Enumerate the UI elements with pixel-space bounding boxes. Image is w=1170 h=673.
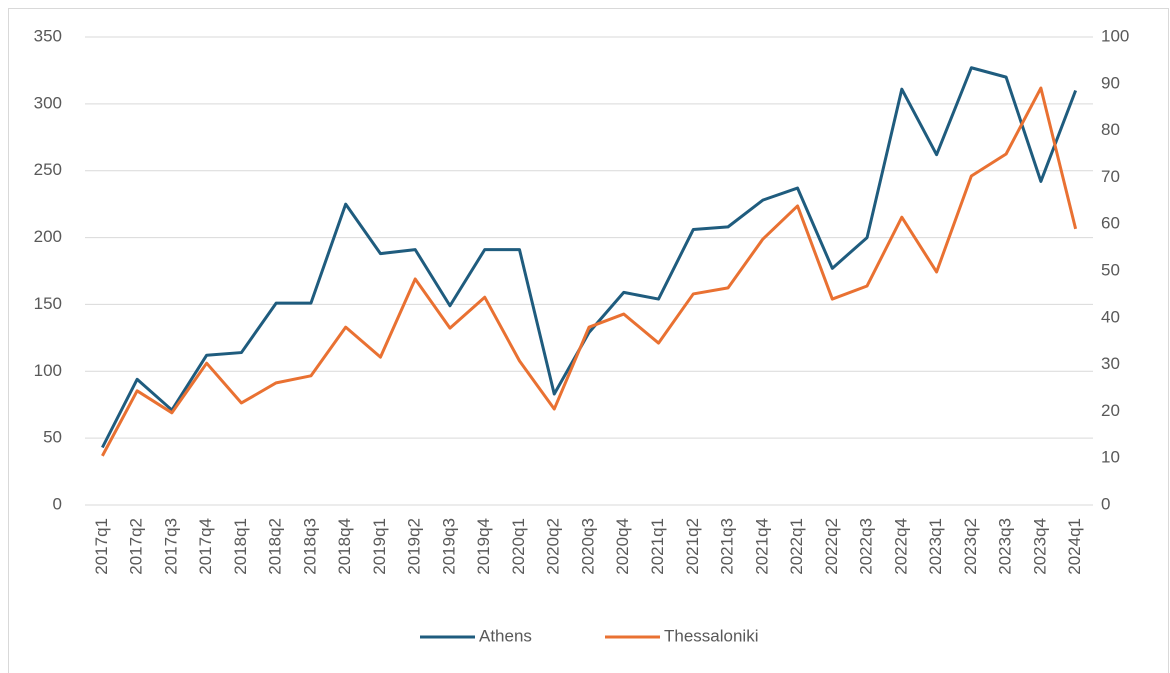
y2-tick-label: 90 xyxy=(1101,73,1120,92)
x-tick-label: 2020q2 xyxy=(544,518,563,575)
x-tick-label: 2024q1 xyxy=(1065,518,1084,575)
chart-border xyxy=(8,8,1169,673)
series-line xyxy=(101,66,1078,449)
x-tick-label: 2022q4 xyxy=(891,518,910,575)
y2-tick-label: 40 xyxy=(1101,307,1120,326)
x-tick-label: 2017q3 xyxy=(161,518,180,575)
x-tick-label: 2018q1 xyxy=(231,518,250,575)
x-tick-label: 2021q4 xyxy=(752,518,771,575)
x-tick-label: 2020q4 xyxy=(613,518,632,575)
y-tick-label: 300 xyxy=(34,93,62,112)
y2-tick-label: 50 xyxy=(1101,260,1120,279)
y-tick-label: 150 xyxy=(34,294,62,313)
x-tick-label: 2018q3 xyxy=(300,518,319,575)
y2-tick-label: 60 xyxy=(1101,214,1120,233)
x-tick-label: 2019q1 xyxy=(370,518,389,575)
x-tick-label: 2017q2 xyxy=(127,518,146,575)
x-tick-label: 2020q1 xyxy=(509,518,528,575)
y-tick-label: 0 xyxy=(53,494,62,513)
x-tick-label: 2018q4 xyxy=(335,518,354,575)
x-tick-label: 2017q4 xyxy=(196,518,215,575)
y-tick-label: 200 xyxy=(34,227,62,246)
x-tick-label: 2022q3 xyxy=(857,518,876,575)
x-tick-label: 2023q3 xyxy=(996,518,1015,575)
x-tick-label: 2018q2 xyxy=(266,518,285,575)
x-tick-label: 2019q3 xyxy=(439,518,458,575)
y2-tick-label: 70 xyxy=(1101,167,1120,186)
series-line xyxy=(101,86,1078,457)
x-tick-label: 2022q1 xyxy=(787,518,806,575)
legend-label: Thessaloniki xyxy=(664,626,759,645)
y-tick-label: 250 xyxy=(34,160,62,179)
y2-tick-label: 100 xyxy=(1101,26,1129,45)
y2-tick-label: 20 xyxy=(1101,401,1120,420)
y2-tick-label: 0 xyxy=(1101,494,1110,513)
x-tick-label: 2021q3 xyxy=(718,518,737,575)
x-tick-label: 2023q2 xyxy=(961,518,980,575)
x-tick-label: 2021q2 xyxy=(683,518,702,575)
x-tick-label: 2022q2 xyxy=(822,518,841,575)
x-tick-label: 2021q1 xyxy=(648,518,667,575)
y2-tick-label: 30 xyxy=(1101,354,1120,373)
x-tick-label: 2020q3 xyxy=(578,518,597,575)
legend-label: Athens xyxy=(479,626,532,645)
x-tick-label: 2023q1 xyxy=(926,518,945,575)
y-tick-label: 100 xyxy=(34,361,62,380)
x-tick-label: 2023q4 xyxy=(1030,518,1049,575)
y2-tick-label: 80 xyxy=(1101,120,1120,139)
y-tick-label: 50 xyxy=(43,428,62,447)
y2-tick-label: 10 xyxy=(1101,448,1120,467)
y-tick-label: 350 xyxy=(34,26,62,45)
x-tick-label: 2017q1 xyxy=(92,518,111,575)
x-tick-label: 2019q2 xyxy=(405,518,424,575)
x-tick-label: 2019q4 xyxy=(474,518,493,575)
